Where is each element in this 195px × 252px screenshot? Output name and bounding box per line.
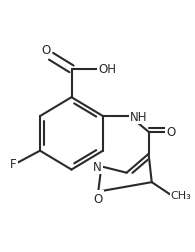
Text: N: N bbox=[93, 160, 101, 173]
Text: NH: NH bbox=[130, 110, 147, 123]
Text: F: F bbox=[10, 157, 16, 170]
Text: O: O bbox=[166, 126, 175, 139]
Text: OH: OH bbox=[98, 63, 116, 76]
Text: O: O bbox=[94, 192, 103, 205]
Text: CH₃: CH₃ bbox=[171, 190, 191, 200]
Text: O: O bbox=[42, 44, 51, 57]
